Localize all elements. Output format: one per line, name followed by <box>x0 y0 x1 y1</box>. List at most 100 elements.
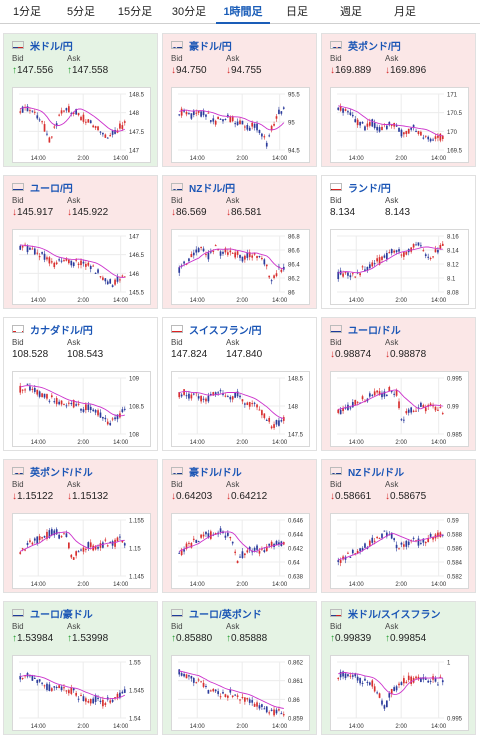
candle-body <box>367 682 369 683</box>
tab-timeframe[interactable]: 週足 <box>324 0 378 24</box>
candle-body <box>53 127 55 128</box>
candle-body <box>63 404 65 405</box>
currency-pair-link[interactable]: NZドル/円 <box>189 180 235 195</box>
candle-body <box>215 121 217 125</box>
candle-body <box>249 402 251 407</box>
candle-body <box>386 395 388 396</box>
tab-timeframe[interactable]: 30分足 <box>162 0 216 24</box>
candle-body <box>229 116 231 122</box>
candle-body <box>208 690 210 694</box>
currency-pair-link[interactable]: 豪ドル/円 <box>189 38 232 53</box>
y-tick-label: 86.4 <box>288 263 300 269</box>
candle-body <box>405 541 407 547</box>
card-header: ユーロ/英ポンド <box>171 606 262 620</box>
moving-average-line <box>179 249 284 269</box>
currency-pair-link[interactable]: ユーロ/英ポンド <box>189 606 262 621</box>
currency-pair-link[interactable]: NZドル/ドル <box>348 464 404 479</box>
tab-timeframe[interactable]: 月足 <box>378 0 432 24</box>
candle-body <box>227 252 229 255</box>
currency-pair-link[interactable]: ユーロ/円 <box>30 180 73 195</box>
candle-body <box>92 410 94 411</box>
candle-body <box>229 251 231 253</box>
ask-price: ↓94.755 <box>226 65 262 76</box>
candle-body <box>410 407 412 412</box>
tab-timeframe[interactable]: 1時間足 <box>216 0 270 24</box>
candle-body <box>254 704 256 707</box>
candle-body <box>388 387 390 391</box>
y-tick-label: 0.64 <box>288 561 300 567</box>
candle-body <box>80 695 82 696</box>
candle-body <box>22 246 24 247</box>
candle-body <box>27 384 29 385</box>
candle-body <box>237 695 239 696</box>
tab-timeframe[interactable]: 日足 <box>270 0 324 24</box>
candle-body <box>425 136 427 137</box>
currency-pair-link[interactable]: カナダドル/円 <box>30 322 93 337</box>
currency-pair-link[interactable]: 米ドル/スイスフラン <box>348 606 440 621</box>
ask-label: Ask <box>385 480 398 489</box>
moving-average-line <box>179 671 284 709</box>
candle-body <box>244 697 246 701</box>
currency-pair-link[interactable]: 豪ドル/ドル <box>189 464 242 479</box>
candle-body <box>237 561 239 563</box>
candle-body <box>408 542 410 545</box>
candle-body <box>27 543 29 545</box>
x-tick-label: 2:00 <box>236 582 248 588</box>
candle-body <box>242 257 244 262</box>
currency-pair-link[interactable]: ランド/円 <box>348 180 391 195</box>
currency-pair-link[interactable]: 英ポンド/円 <box>348 38 401 53</box>
tab-timeframe[interactable]: 5分足 <box>54 0 108 24</box>
candle-body <box>109 135 111 136</box>
candle-body <box>222 692 224 693</box>
candle-body <box>398 128 400 132</box>
candle-body <box>354 276 356 277</box>
moving-average-line <box>20 675 125 699</box>
candle-body <box>340 560 342 563</box>
currency-pair-link[interactable]: 米ドル/円 <box>30 38 73 53</box>
currency-pair-link[interactable]: ユーロ/ドル <box>348 322 401 337</box>
candle-body <box>420 543 422 544</box>
candle-body <box>34 678 36 679</box>
candle-body <box>376 127 378 130</box>
candle-body <box>122 276 124 277</box>
ask-label: Ask <box>67 480 80 489</box>
currency-pair-link[interactable]: ユーロ/豪ドル <box>30 606 93 621</box>
currency-pair-link[interactable]: スイスフラン/円 <box>189 322 261 337</box>
tab-timeframe[interactable]: 1分足 <box>0 0 54 24</box>
candle-body <box>354 400 356 405</box>
candle-body <box>22 548 24 549</box>
currency-pair-link[interactable]: 英ポンド/ドル <box>30 464 93 479</box>
tab-timeframe[interactable]: 15分足 <box>108 0 162 24</box>
x-tick-label: 14:00 <box>113 440 129 446</box>
